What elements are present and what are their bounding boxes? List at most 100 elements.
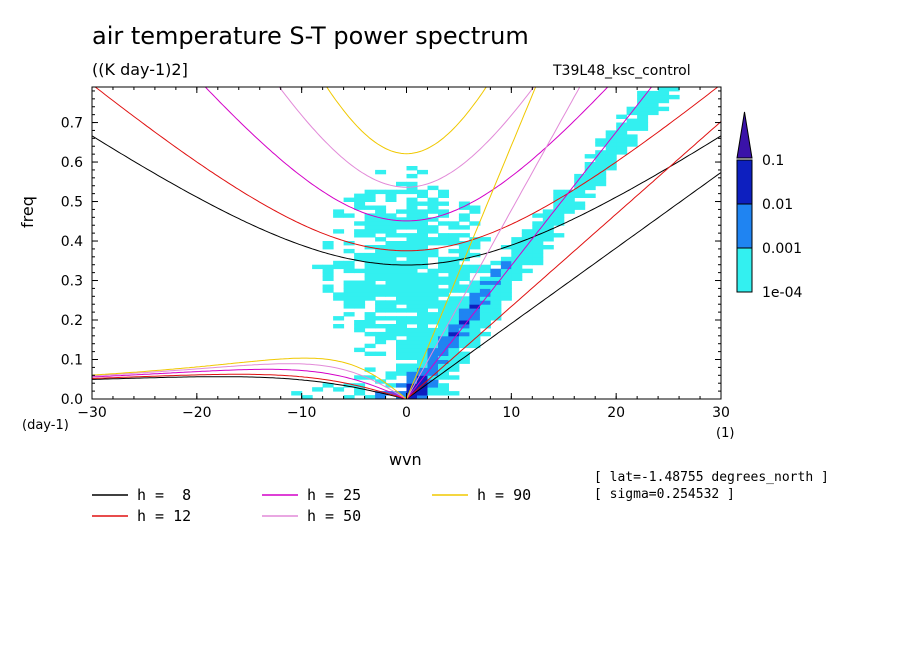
spectrum-cell (375, 169, 387, 175)
spectrum-cell (354, 383, 366, 388)
legend-label: h = 25 (307, 486, 361, 504)
spectrum-cell (658, 94, 670, 100)
spectrum-cell (406, 217, 418, 222)
spectrum-cell (385, 304, 397, 309)
spectrum-cell (469, 268, 481, 274)
spectrum-cell (563, 193, 575, 198)
colorbar-label: 0.1 (762, 153, 784, 169)
spectrum-cell (448, 347, 460, 353)
dispersion-curve-h25-rossby (92, 368, 407, 399)
spectrum-cell (438, 320, 449, 325)
spectrum-cell (448, 296, 460, 301)
spectrum-cell (385, 292, 397, 297)
spectrum-cell (427, 185, 439, 191)
spectrum-cell (427, 383, 439, 388)
spectrum-cell (658, 98, 670, 104)
spectrum-cell (354, 252, 366, 258)
spectrum-cell (385, 383, 397, 388)
spectrum-cell (469, 331, 481, 337)
spectrum-cell (406, 189, 418, 195)
spectrum-cell (417, 225, 428, 230)
y-tick-label: 0.7 (61, 116, 83, 132)
latitude-annotation: [ lat=-1.48755 degrees_north ] (594, 470, 829, 485)
y-tick-label: 0.3 (61, 274, 83, 290)
spectrum-cell (427, 229, 439, 234)
spectrum-cell (438, 324, 449, 329)
spectrum-cell (458, 205, 470, 210)
spectrum-cell (427, 248, 439, 254)
y-tick-label: 0.6 (61, 155, 83, 171)
spectrum-cell (521, 248, 533, 254)
spectrum-cell (364, 221, 376, 226)
dispersion-curves (92, 87, 721, 399)
spectrum-cell (417, 379, 428, 384)
spectrum-cell (417, 343, 428, 349)
spectrum-cell (616, 150, 628, 155)
spectrum-cell (427, 205, 439, 210)
spectrum-cell (354, 288, 366, 293)
spectrum-cell (417, 335, 428, 341)
y-tick-label: 0.2 (61, 313, 83, 329)
spectrum-cell (364, 193, 376, 198)
spectrum-cell (354, 256, 366, 262)
spectrum-cell (333, 296, 345, 301)
spectrum-cell (417, 241, 428, 246)
spectrum-cell (500, 280, 512, 285)
spectrum-cell (479, 316, 491, 321)
spectrum-cell (343, 280, 355, 285)
spectrum-cell (553, 193, 565, 198)
spectrum-cell (343, 292, 355, 297)
spectrum-cell (375, 308, 387, 313)
spectrum-cell (658, 106, 670, 112)
spectrum-cell (417, 280, 428, 285)
dispersion-curve-h50-kelvin (406, 87, 581, 399)
spectrum-cell (364, 312, 376, 317)
spectrum-cell (469, 343, 481, 349)
spectrum-cell (385, 197, 397, 202)
spectrum-cell (385, 284, 397, 289)
spectrum-cell (647, 94, 659, 100)
spectrum-cell (490, 288, 502, 293)
spectrum-cell (385, 391, 397, 396)
spectrum-cell (343, 197, 355, 202)
spectrum-cell (438, 213, 449, 218)
spectrum-cell (448, 272, 460, 277)
spectrum-cell (458, 288, 470, 293)
spectrum-cell (490, 296, 502, 301)
spectrum-cell (417, 331, 428, 337)
spectrum-cell (448, 375, 460, 380)
spectrum-cell (354, 375, 366, 380)
spectrum-cell (626, 126, 638, 131)
spectrum-cell (322, 284, 334, 289)
spectrum-cell (385, 248, 397, 254)
x-axis-label: wvn (389, 450, 422, 469)
spectrum-cell (500, 268, 512, 274)
spectrum-cell (532, 245, 544, 250)
spectrum-cell (458, 248, 470, 254)
spectrum-cell (312, 387, 324, 392)
spectrum-cell (396, 391, 407, 396)
spectrum-cell (322, 241, 334, 246)
spectrum-cell (396, 347, 407, 353)
spectrum-cell (385, 308, 397, 313)
spectrum-cell (448, 268, 460, 274)
spectrum-cell (322, 245, 334, 250)
spectrum-cell (458, 225, 470, 230)
spectrum-cell (584, 169, 596, 175)
spectrum-cell (458, 308, 470, 313)
spectrum-cell (511, 248, 523, 254)
spectrum-cell (406, 367, 418, 372)
spectrum-cell (647, 98, 659, 104)
spectrum-cell (438, 237, 449, 242)
spectrum-cell (458, 312, 470, 317)
spectrum-cell (458, 343, 470, 349)
spectrum-cell (375, 237, 387, 242)
spectrum-cell (375, 331, 387, 337)
spectrum-cell (406, 205, 418, 210)
dispersion-curve-h50-gravity (278, 87, 535, 188)
spectrum-cell (417, 201, 428, 206)
spectrum-cell (584, 173, 596, 179)
spectrum-cell (521, 268, 533, 274)
spectrum-cell (333, 292, 345, 297)
spectrum-cell (343, 284, 355, 289)
